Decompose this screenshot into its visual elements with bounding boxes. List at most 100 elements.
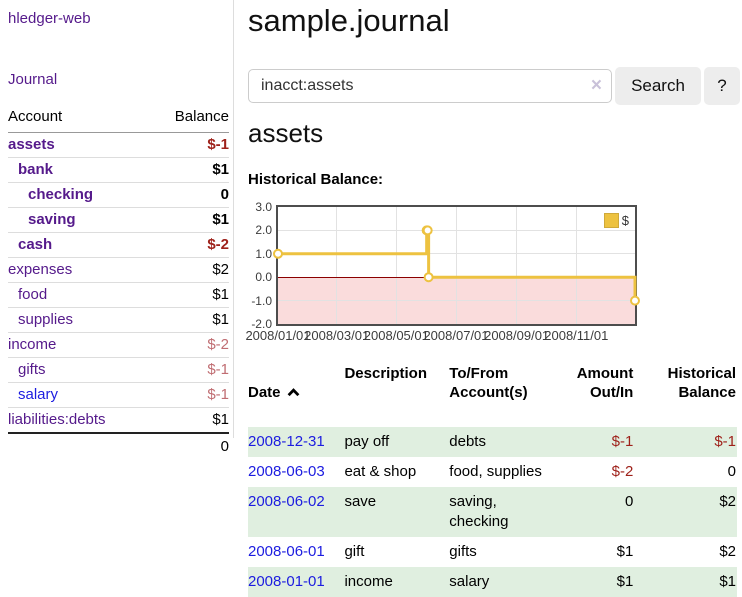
account-row: income $-2 — [8, 332, 229, 358]
transaction-description: pay off — [344, 433, 390, 450]
y-axis-tick-label: 0.0 — [255, 270, 272, 285]
accounts-col-account: Account — [8, 104, 151, 133]
x-axis-tick-label: 2008/09/01 — [484, 328, 550, 343]
grid-line-horizontal — [278, 229, 635, 231]
sidebar-divider — [233, 0, 234, 438]
transaction-balance: $-1 — [714, 433, 736, 450]
account-row: salary $-1 — [8, 382, 229, 408]
data-point-marker — [273, 248, 283, 259]
brand-link[interactable]: hledger-web — [8, 10, 91, 27]
transaction-balance: $2 — [719, 493, 736, 510]
register-row: 2008-06-02 save saving, checking 0 $2 — [248, 487, 737, 537]
transaction-amount: $1 — [616, 573, 634, 590]
transaction-date-link[interactable]: 2008-06-03 — [248, 463, 325, 480]
x-axis-tick-label: 2008/03/01 — [304, 328, 370, 343]
transaction-accounts: saving, checking — [449, 493, 509, 530]
register-table: Date Description To/From Account(s) Amou… — [248, 362, 737, 597]
search-box: × — [248, 69, 612, 103]
x-axis-tick-label: 2008/07/01 — [423, 328, 489, 343]
transaction-description: eat & shop — [344, 463, 417, 480]
grid-line-vertical — [395, 207, 397, 324]
help-button[interactable]: ? — [704, 67, 740, 105]
account-link[interactable]: liabilities:debts — [8, 411, 106, 428]
balance-line-series — [273, 225, 640, 306]
accounts-total: 0 — [150, 432, 229, 459]
account-row: liabilities:debts $1 — [8, 407, 229, 434]
account-balance: $-1 — [150, 132, 229, 158]
account-balance: $1 — [150, 307, 229, 333]
register-col-date[interactable]: Date — [248, 384, 281, 401]
grid-line-horizontal — [278, 300, 635, 302]
account-link[interactable]: bank — [18, 161, 54, 178]
transaction-accounts: food, supplies — [449, 463, 542, 480]
transaction-date-link[interactable]: 2008-12-31 — [248, 433, 325, 450]
register-row: 2008-01-01 income salary $1 $1 — [248, 567, 737, 597]
account-balance: $1 — [150, 157, 229, 183]
account-row: saving $1 — [8, 207, 229, 233]
x-axis-tick-label: 2008/11/01 — [544, 328, 609, 343]
accounts-header-row: Account Balance — [8, 104, 229, 133]
account-link[interactable]: saving — [28, 211, 76, 228]
clear-search-icon[interactable]: × — [590, 75, 602, 96]
historical-balance-chart: 3.0 2.0 1.0 0.0 -1.0 -2.0 $ 2008/01/01 2008/03… — [245, 201, 648, 347]
account-balance: $-2 — [150, 332, 229, 358]
search-input[interactable] — [248, 69, 612, 103]
account-link[interactable]: expenses — [8, 261, 73, 278]
account-link[interactable]: cash — [18, 236, 53, 253]
data-point-marker — [423, 272, 434, 283]
transaction-accounts: debts — [449, 433, 486, 450]
account-link[interactable]: salary — [18, 386, 59, 403]
legend-label: $ — [621, 213, 629, 228]
x-axis-tick-label: 2008/05/01 — [363, 328, 429, 343]
transaction-balance: 0 — [727, 463, 736, 480]
account-balance: $-1 — [150, 382, 229, 408]
account-balance: $2 — [150, 257, 229, 283]
account-link[interactable]: food — [18, 286, 48, 303]
main-content: sample.journal × Search ? assets Histori… — [245, 0, 740, 597]
accounts-body: assets $-1 bank $1 checking 0 saving $1 cash $-2 e… — [8, 132, 229, 434]
transaction-date-link[interactable]: 2008-06-02 — [248, 493, 325, 510]
accounts-col-balance: Balance — [150, 104, 229, 133]
sort-ascending-icon — [287, 388, 299, 397]
grid-line-horizontal — [278, 253, 635, 255]
transaction-description: income — [344, 573, 393, 590]
account-link[interactable]: checking — [28, 186, 94, 203]
account-balance: 0 — [150, 182, 229, 208]
transaction-amount: $-1 — [611, 433, 634, 450]
legend-swatch-icon — [603, 213, 619, 228]
account-row: checking 0 — [8, 182, 229, 208]
account-row: assets $-1 — [8, 132, 229, 158]
register-col-balance: Historical Balance — [667, 365, 736, 401]
transaction-balance: $2 — [719, 543, 736, 560]
account-row: food $1 — [8, 282, 229, 308]
register-row: 2008-12-31 pay off debts $-1 $-1 — [248, 427, 737, 457]
register-col-accounts: To/From Account(s) — [449, 365, 528, 401]
account-heading: assets — [248, 118, 324, 148]
account-link[interactable]: assets — [8, 136, 55, 153]
account-link[interactable]: income — [8, 336, 57, 353]
account-row: expenses $2 — [8, 257, 229, 283]
register-body: 2008-12-31 pay off debts $-1 $-1 2008-06-03 ea… — [248, 427, 737, 597]
register-col-description: Description — [344, 365, 427, 382]
transaction-description: save — [344, 493, 377, 510]
accounts-total-row: 0 — [8, 432, 229, 459]
transaction-date-link[interactable]: 2008-06-01 — [248, 543, 325, 560]
grid-line-vertical — [516, 207, 518, 324]
account-link[interactable]: gifts — [18, 361, 46, 378]
account-balance: $1 — [150, 407, 229, 434]
y-axis-tick-label: -1.0 — [251, 293, 272, 308]
accounts-table: Account Balance assets $-1 bank $1 checking 0… — [8, 104, 229, 459]
transaction-amount: 0 — [625, 493, 634, 510]
chart-heading: Historical Balance: — [248, 171, 384, 188]
transaction-amount: $-2 — [611, 463, 634, 480]
register-col-amount: Amount Out/In — [576, 365, 634, 401]
data-point-marker — [630, 295, 640, 306]
transaction-balance: $1 — [719, 573, 736, 590]
search-button[interactable]: Search — [615, 67, 701, 105]
account-link[interactable]: supplies — [18, 311, 74, 328]
page-title: sample.journal — [248, 3, 450, 38]
grid-line-vertical — [336, 207, 338, 324]
grid-line-vertical — [575, 207, 577, 324]
sidebar-item-journal[interactable]: Journal — [8, 71, 58, 88]
grid-line-vertical — [455, 207, 457, 324]
